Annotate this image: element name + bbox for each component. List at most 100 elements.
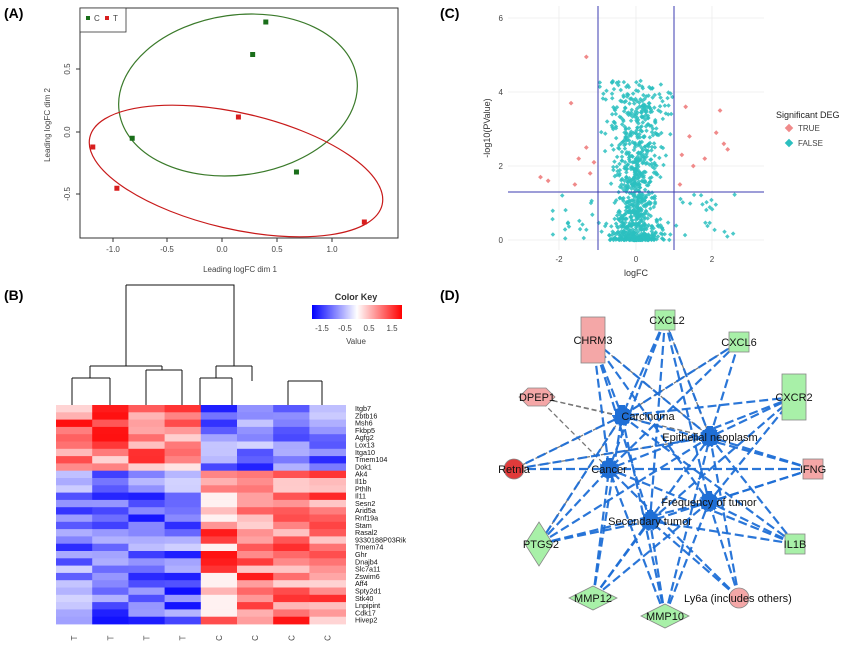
heatmap-cell — [92, 594, 129, 603]
heatmap-cell — [273, 551, 310, 559]
gene-label: Itgb7 — [355, 404, 371, 413]
gene-labels: Itgb7Zbtb16Msh6Fkbp5Agfg2Lox13Itga10Tmem… — [355, 404, 407, 625]
node-shape-rect — [728, 331, 750, 353]
volcano-point-significant — [713, 130, 719, 136]
heatmap-cell — [309, 448, 346, 457]
network-edge-blue — [708, 435, 796, 545]
volcano-point-significant — [687, 133, 692, 139]
heatmap-cell — [56, 405, 93, 413]
heatmap-cell — [273, 448, 310, 457]
heatmap-cell — [237, 594, 274, 603]
heatmap-cell — [92, 470, 129, 479]
heatmap-cell — [56, 426, 93, 435]
heatmap-cell — [56, 478, 93, 486]
gene-label: Lnpipint — [355, 601, 380, 610]
gene-label: Sesn2 — [355, 499, 375, 508]
heatmap-cell — [200, 499, 238, 508]
column-dendrogram — [71, 284, 323, 405]
gene-label: Rasal2 — [355, 528, 377, 537]
heatmap-cell — [128, 558, 165, 566]
color-key-tick: 0.5 — [363, 324, 375, 333]
network-node-chrm3: CHRM3 — [573, 316, 613, 364]
node-shape-diamond — [518, 387, 556, 407]
gene-label: Aff4 — [355, 579, 368, 588]
dendrogram-t-pair1 — [71, 377, 111, 405]
node-shape-function-tab — [606, 458, 612, 462]
heatmap-cell — [309, 514, 346, 523]
gene-label: Fkbp5 — [355, 426, 375, 435]
network-node-dpep1: DPEP1 — [518, 387, 556, 407]
expression-heatmap — [56, 405, 346, 625]
mds-point-t — [361, 219, 367, 225]
panel-c-ytick: 6 — [499, 14, 504, 23]
node-shape-rect — [784, 533, 806, 555]
heatmap-cell — [164, 521, 202, 530]
heatmap-cell — [309, 594, 346, 603]
column-label: T — [70, 635, 79, 640]
network-edge-gray — [538, 415, 623, 545]
heatmap-cell — [56, 514, 93, 523]
heatmap-cell — [164, 426, 202, 435]
dendrogram-t-clade — [89, 365, 163, 378]
network-edge-blue — [592, 500, 711, 599]
volcano-point-significant — [587, 170, 593, 176]
network-edge-blue — [606, 466, 667, 617]
column-label: T — [143, 635, 152, 640]
node-shape-function — [643, 514, 657, 528]
heatmap-cell — [273, 485, 310, 493]
node-label: CXCL6 — [721, 337, 756, 349]
node-label: IL1B — [784, 539, 807, 551]
panel-a-ytick: 0.0 — [63, 126, 72, 138]
heatmap-cell — [92, 616, 129, 625]
color-key: Color Key -1.5 -0.5 0.5 1.5 Value — [312, 292, 402, 346]
heatmap-cell — [309, 507, 346, 515]
node-shape-function — [615, 409, 629, 423]
network-edge-blue — [707, 341, 741, 440]
heatmap-cell — [128, 543, 165, 552]
heatmap-cell — [237, 616, 274, 625]
heatmap-cell — [128, 412, 165, 420]
gene-label: Agfg2 — [355, 433, 374, 442]
network-edge-gray — [621, 341, 740, 417]
heatmap-cell — [92, 521, 129, 530]
color-key-xlabel: Value — [346, 337, 366, 346]
dendrogram-root — [125, 284, 235, 366]
heatmap-cell — [92, 587, 129, 596]
network-edge-blue — [618, 413, 667, 617]
network-edge-blue — [619, 395, 795, 421]
heatmap-cell — [200, 572, 238, 581]
heatmap-cell — [56, 543, 93, 552]
network-edge-blue — [606, 467, 796, 546]
heatmap-cell — [92, 426, 129, 435]
heatmap-cell — [128, 602, 165, 610]
network-node-mmp12: MMP12 — [568, 585, 618, 611]
gene-label: Arid5a — [355, 506, 376, 515]
node-label: Ly6a (includes others) — [684, 593, 792, 605]
heatmap-cell — [200, 470, 238, 479]
network-edge-blue — [606, 319, 667, 472]
panel-c-xtick: -2 — [555, 255, 563, 264]
color-key-title: Color Key — [335, 292, 378, 302]
heatmap-cell — [56, 521, 93, 530]
network-edge-blue — [591, 466, 614, 599]
network-edge-blue — [663, 499, 711, 617]
heatmap-cell — [128, 521, 165, 530]
volcano-point-significant — [591, 159, 597, 165]
node-label: CXCR2 — [775, 392, 812, 404]
heatmap-cell — [164, 412, 202, 420]
heatmap-cell — [200, 551, 238, 559]
heatmap-cell — [128, 529, 165, 537]
network-edge-blue — [607, 467, 740, 599]
heatmap-cell — [164, 448, 202, 457]
heatmap-cell — [56, 587, 93, 596]
node-label: Frequency of tumor — [661, 497, 757, 509]
network-edge-blue — [707, 434, 814, 471]
heatmap-cell — [56, 616, 93, 625]
node-label: IFNG — [800, 464, 826, 476]
heatmap-cell — [92, 448, 129, 457]
legend-t-label: T — [113, 14, 118, 23]
network-edge-blue — [648, 519, 740, 599]
heatmap-cell — [237, 609, 274, 618]
column-label: T — [179, 635, 188, 640]
